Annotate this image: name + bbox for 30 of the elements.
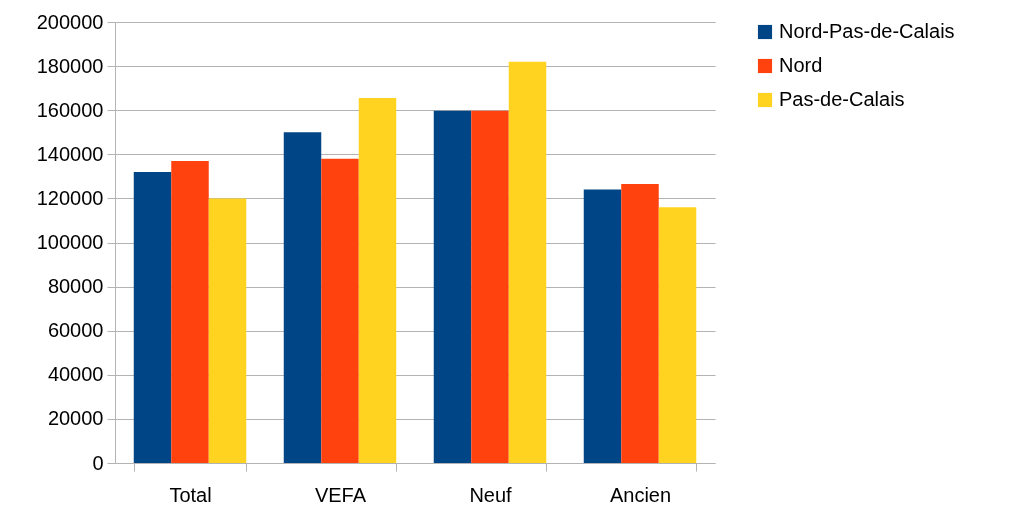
- legend-label: Nord: [779, 54, 823, 76]
- x-tick-label: Ancien: [609, 483, 672, 506]
- y-tick-label: 140000: [36, 142, 104, 165]
- bar: [583, 189, 622, 463]
- y-tick-label: 120000: [36, 186, 104, 209]
- bar: [358, 98, 397, 463]
- bar: [508, 61, 547, 463]
- bar: [321, 158, 359, 463]
- bar: [171, 160, 209, 463]
- y-tick-label: 160000: [36, 98, 104, 121]
- bar: [283, 132, 322, 463]
- y-tick-label: 200000: [36, 10, 104, 33]
- legend-label: Nord-Pas-de-Calais: [779, 20, 955, 42]
- y-tick-label: 0: [92, 451, 104, 474]
- legend-label: Pas-de-Calais: [779, 88, 905, 110]
- bar: [208, 198, 247, 463]
- y-tick-label: 40000: [47, 363, 104, 386]
- bar: [658, 207, 697, 463]
- y-tick-label: 100000: [36, 231, 104, 253]
- bar: [621, 184, 659, 463]
- bar: [471, 110, 509, 463]
- bar: [433, 110, 472, 463]
- x-tick-label: Total: [169, 483, 212, 506]
- bar: [133, 171, 172, 463]
- x-tick-label: Neuf: [469, 483, 513, 506]
- y-tick-label: 20000: [47, 407, 104, 430]
- y-tick-label: 180000: [36, 54, 104, 77]
- y-tick-label: 60000: [47, 319, 104, 342]
- x-tick-label: VEFA: [314, 483, 367, 506]
- y-tick-label: 80000: [47, 275, 104, 298]
